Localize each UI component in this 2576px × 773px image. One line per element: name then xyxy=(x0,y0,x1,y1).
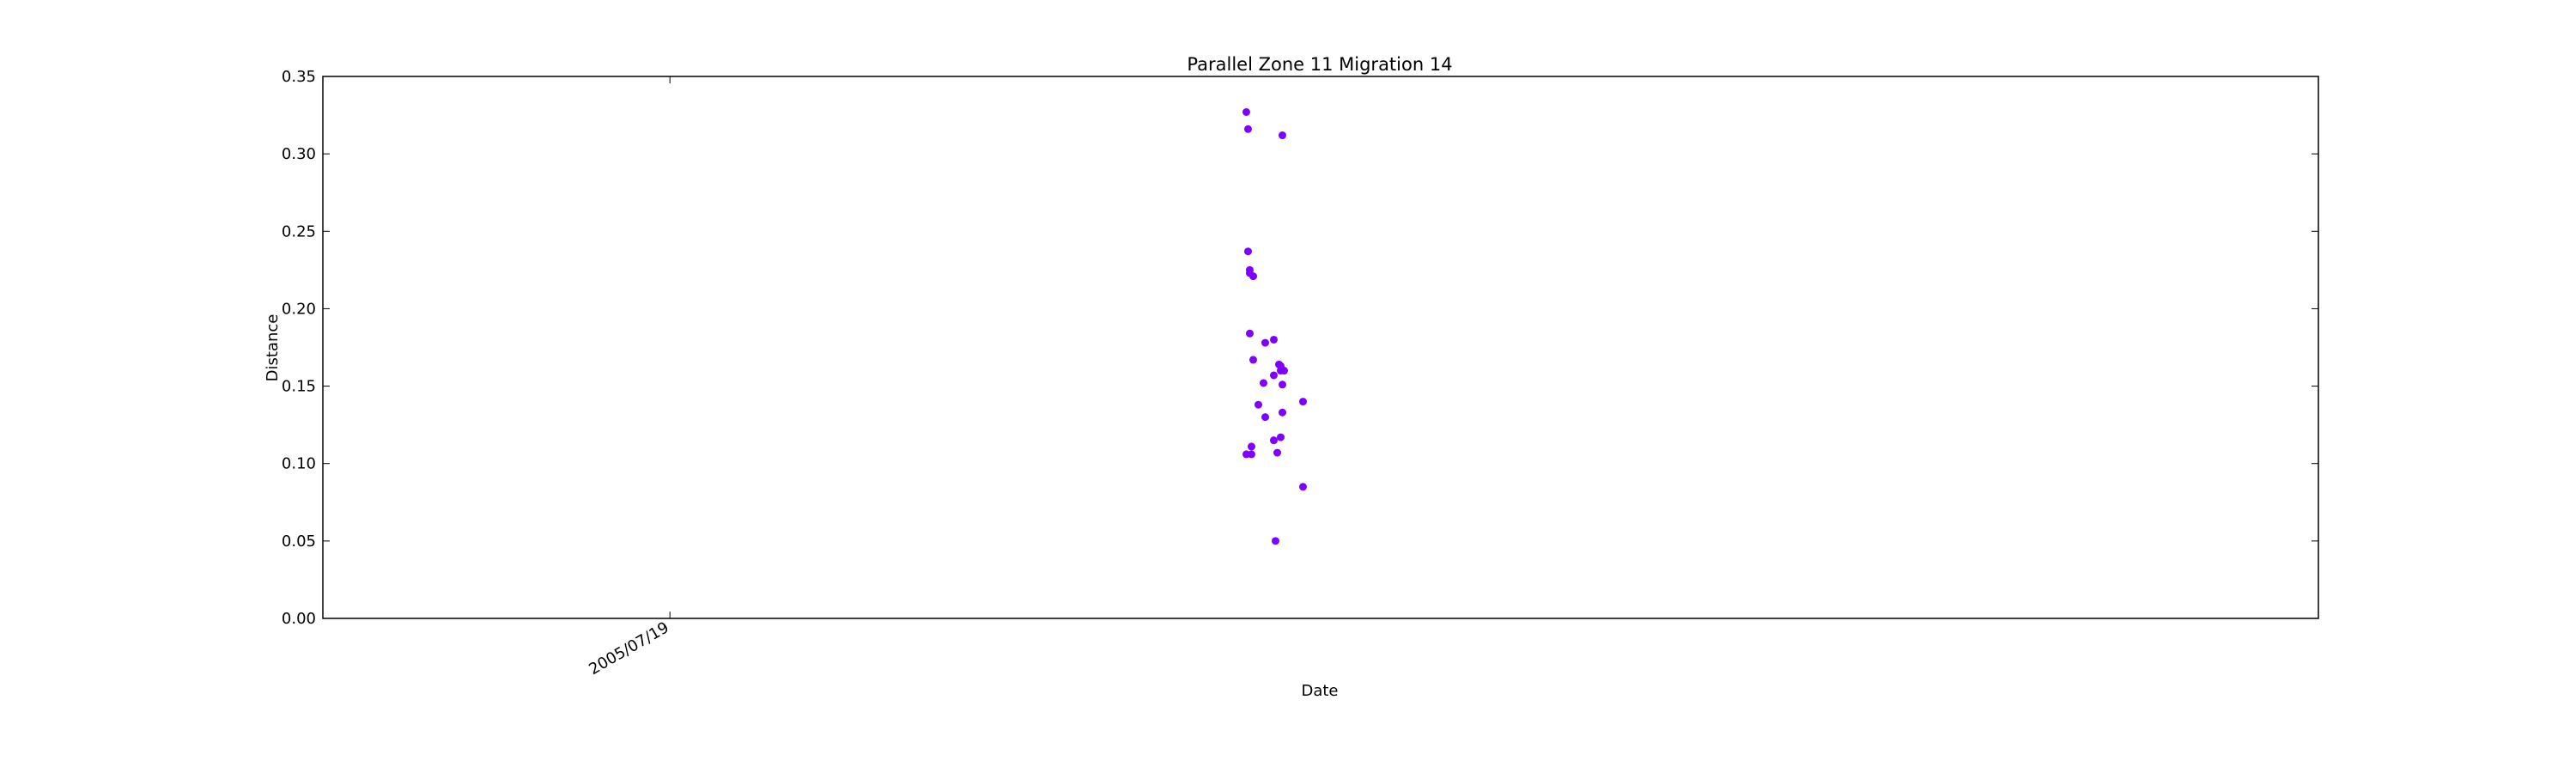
y-tick-label: 0.20 xyxy=(282,300,316,318)
y-axis: 0.00 0.05 0.10 0.15 0.20 0.25 0.30 0.35 xyxy=(282,68,2318,628)
scatter-point xyxy=(1249,272,1257,281)
scatter-point xyxy=(1261,413,1269,422)
scatter-point xyxy=(1242,107,1250,116)
scatter-point xyxy=(1298,483,1307,491)
scatter-point xyxy=(1273,448,1281,457)
scatter-point xyxy=(1242,450,1250,459)
y-tick-label: 0.10 xyxy=(282,455,316,473)
scatter-point xyxy=(1278,380,1286,389)
scatter-point xyxy=(1278,131,1286,140)
scatter-point xyxy=(1243,125,1252,133)
scatter-point xyxy=(1259,379,1267,387)
scatter-point xyxy=(1261,338,1269,347)
scatter-point xyxy=(1298,398,1307,406)
y-tick-label: 0.25 xyxy=(282,222,316,240)
scatter-point xyxy=(1269,436,1278,445)
scatter-point xyxy=(1276,367,1285,375)
plot-area-frame xyxy=(322,76,2319,619)
y-tick-label: 0.30 xyxy=(282,145,316,163)
scatter-point xyxy=(1245,329,1254,338)
scatter-point xyxy=(1278,408,1286,417)
y-axis-label: Distance xyxy=(264,314,282,382)
scatter-point xyxy=(1249,356,1257,364)
y-tick-label: 0.15 xyxy=(282,378,316,396)
scatter-point xyxy=(1243,247,1252,256)
scatter-point xyxy=(1271,537,1279,545)
x-tick-label: 2005/07/19 xyxy=(586,618,671,679)
y-tick-label: 0.35 xyxy=(282,68,316,86)
y-tick-label: 0.00 xyxy=(282,610,316,628)
chart-title: Parallel Zone 11 Migration 14 xyxy=(1187,54,1452,75)
scatter-point xyxy=(1269,371,1278,380)
scatter-point xyxy=(1276,433,1285,441)
data-points xyxy=(1242,107,1307,545)
x-axis-label: Date xyxy=(1301,682,1338,700)
scatter-point xyxy=(1254,400,1262,409)
scatter-point xyxy=(1247,442,1255,451)
scatter-point xyxy=(1269,335,1278,344)
y-tick-label: 0.05 xyxy=(282,533,316,551)
